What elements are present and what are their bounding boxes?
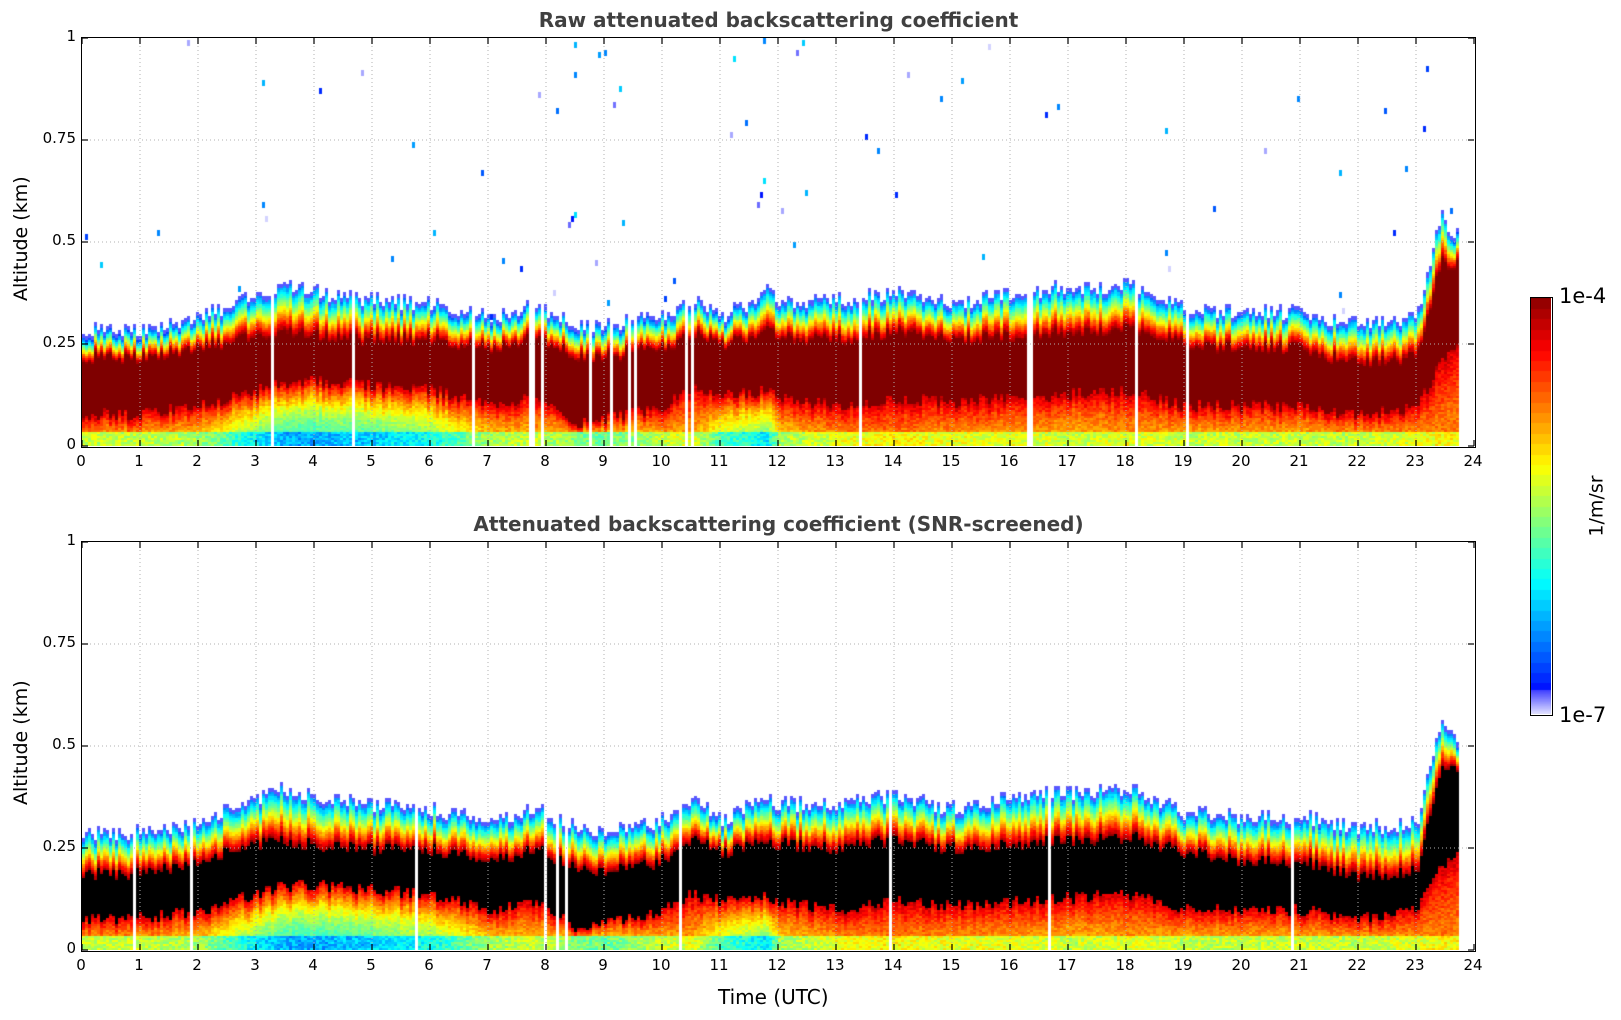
x-tick-label: 16 (999, 452, 1019, 470)
x-tick-label: 15 (941, 956, 961, 974)
x-tick-label: 8 (540, 956, 550, 974)
x-tick-label: 2 (192, 452, 202, 470)
x-tick-label: 15 (941, 452, 961, 470)
heatmap-axes-raw (81, 37, 1476, 448)
x-tick-label: 2 (192, 956, 202, 974)
x-tick-label: 6 (424, 452, 434, 470)
x-tick-label: 22 (1347, 956, 1367, 974)
x-tick-label: 22 (1347, 452, 1367, 470)
x-tick-label: 6 (424, 956, 434, 974)
x-tick-label: 1 (134, 956, 144, 974)
grid-raw (81, 37, 1475, 447)
colorbar-max-label: 1e-4 (1559, 284, 1607, 308)
chart-title-raw: Raw attenuated backscattering coefficien… (538, 8, 1019, 32)
colorbar (1530, 297, 1553, 716)
x-tick-label: 3 (250, 452, 260, 470)
x-tick-label: 24 (1463, 956, 1483, 974)
x-tick-label: 5 (366, 452, 376, 470)
colorbar-gradient (1531, 298, 1551, 714)
y-tick-label: 1 (66, 531, 76, 549)
x-tick-label: 19 (1173, 452, 1193, 470)
x-tick-label: 21 (1289, 452, 1309, 470)
chart-title-screened: Attenuated backscattering coefficient (S… (473, 512, 1084, 536)
x-tick-label: 14 (883, 956, 903, 974)
y-axis-label-raw: Altitude (km) (10, 176, 32, 301)
x-tick-label: 4 (308, 956, 318, 974)
x-tick-label: 12 (767, 452, 787, 470)
x-tick-label: 8 (540, 452, 550, 470)
y-tick-label: 0.75 (42, 633, 76, 651)
y-tick-label: 0.5 (52, 735, 76, 753)
y-tick-label: 0.5 (52, 231, 76, 249)
x-tick-label: 0 (76, 452, 86, 470)
x-tick-label: 16 (999, 956, 1019, 974)
y-axis-label-screened: Altitude (km) (10, 680, 32, 805)
x-tick-label: 11 (709, 452, 729, 470)
y-tick-label: 0.25 (42, 333, 76, 351)
x-tick-label: 3 (250, 956, 260, 974)
grid-screened (81, 541, 1475, 951)
x-tick-label: 7 (482, 452, 492, 470)
x-tick-label: 20 (1231, 956, 1251, 974)
x-tick-label: 13 (825, 956, 845, 974)
x-tick-label: 5 (366, 956, 376, 974)
y-tick-label: 0 (66, 435, 76, 453)
y-tick-label: 1 (66, 27, 76, 45)
x-tick-label: 10 (651, 452, 671, 470)
x-tick-label: 4 (308, 452, 318, 470)
x-tick-label: 9 (598, 452, 608, 470)
x-tick-label: 7 (482, 956, 492, 974)
y-tick-label: 0.75 (42, 129, 76, 147)
heatmap-axes-screened (81, 541, 1476, 952)
x-tick-label: 18 (1115, 452, 1135, 470)
x-axis-label: Time (UTC) (718, 985, 829, 1009)
y-tick-label: 0 (66, 939, 76, 957)
x-tick-label: 11 (709, 956, 729, 974)
x-tick-label: 9 (598, 956, 608, 974)
x-tick-label: 20 (1231, 452, 1251, 470)
y-tick-label: 0.25 (42, 837, 76, 855)
x-tick-label: 19 (1173, 956, 1193, 974)
x-tick-label: 23 (1405, 452, 1425, 470)
x-tick-label: 24 (1463, 452, 1483, 470)
x-tick-label: 1 (134, 452, 144, 470)
x-tick-label: 23 (1405, 956, 1425, 974)
x-tick-label: 10 (651, 956, 671, 974)
colorbar-min-label: 1e-7 (1559, 703, 1607, 727)
x-tick-label: 17 (1057, 452, 1077, 470)
colorbar-unit-label: 1/m/sr (1585, 475, 1608, 537)
x-tick-label: 21 (1289, 956, 1309, 974)
x-tick-label: 17 (1057, 956, 1077, 974)
x-tick-label: 14 (883, 452, 903, 470)
x-tick-label: 0 (76, 956, 86, 974)
x-tick-label: 13 (825, 452, 845, 470)
x-tick-label: 12 (767, 956, 787, 974)
x-tick-label: 18 (1115, 956, 1135, 974)
